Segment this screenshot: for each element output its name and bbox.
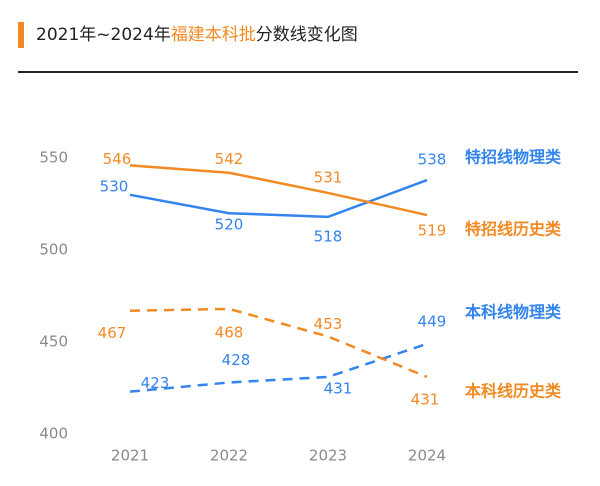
x-tick-label: 2024 [408, 447, 446, 465]
legend-label: 本科线历史类 [465, 382, 562, 401]
data-label: 520 [215, 216, 244, 234]
legend-label: 特招线历史类 [465, 220, 562, 239]
data-label: 467 [98, 324, 127, 342]
title-part: 2021年~2024年 [36, 25, 171, 45]
chart-title: 2021年~2024年福建本科批分数线变化图 [36, 25, 358, 45]
y-tick-label: 450 [39, 333, 68, 351]
x-tick-label: 2022 [210, 447, 248, 465]
series-line [129, 164, 428, 217]
legend-label: 特招线物理类 [465, 148, 562, 167]
title-highlight: 福建本科批 [171, 25, 256, 45]
data-label: 518 [314, 227, 343, 245]
y-tick-label: 550 [39, 149, 68, 167]
y-tick-label: 400 [39, 425, 68, 443]
data-label: 428 [222, 351, 251, 369]
data-label: 431 [411, 390, 440, 408]
data-label: 530 [100, 177, 129, 195]
data-label: 538 [418, 151, 447, 169]
series-line [129, 342, 428, 393]
legend-label: 本科线物理类 [465, 303, 562, 322]
data-label: 519 [418, 222, 447, 240]
data-label: 468 [215, 323, 244, 341]
y-tick-label: 500 [39, 241, 68, 259]
data-label: 542 [215, 150, 244, 168]
title-part: 分数线变化图 [256, 25, 358, 45]
x-tick-label: 2021 [111, 447, 149, 465]
data-label: 449 [418, 312, 447, 330]
data-label: 546 [103, 150, 132, 168]
x-tick-label: 2023 [309, 447, 347, 465]
title-accent [18, 22, 24, 48]
data-label: 431 [324, 379, 353, 397]
data-label: 423 [141, 374, 170, 392]
series-line [129, 307, 428, 379]
data-label: 453 [314, 315, 343, 333]
series-line [129, 178, 428, 219]
data-label: 531 [314, 168, 343, 186]
